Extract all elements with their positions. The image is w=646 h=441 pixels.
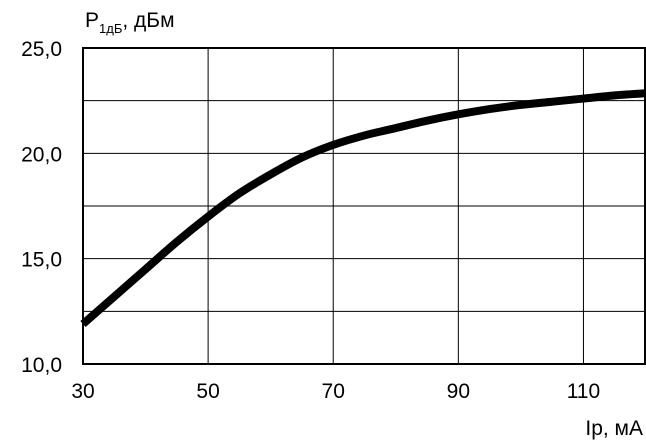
x-tick-label: 30 xyxy=(71,380,94,403)
y-tick-label: 10,0 xyxy=(21,354,62,377)
y-axis-label-subscript: 1дБ xyxy=(99,21,122,36)
x-tick-label: 90 xyxy=(447,380,470,403)
x-tick-labels: 30 50 70 90 110 xyxy=(71,380,600,403)
y-axis-label-unit: , дБм xyxy=(122,9,174,32)
x-tick-label: 50 xyxy=(196,380,219,403)
plot-frame xyxy=(82,47,646,365)
y-tick-label: 25,0 xyxy=(21,38,62,61)
y-axis-label-main: P xyxy=(85,9,99,32)
grid-lines xyxy=(82,48,646,364)
y-tick-label: 15,0 xyxy=(21,249,62,272)
x-axis-label: Iр, мА xyxy=(585,417,643,440)
x-tick-label: 110 xyxy=(567,380,600,403)
x-tick-label: 70 xyxy=(322,380,345,403)
y-axis-label: P1дБ, дБм xyxy=(85,9,175,36)
y-tick-labels: 10,0 15,0 20,0 25,0 xyxy=(21,38,62,377)
y-tick-label: 20,0 xyxy=(21,143,62,166)
series-line xyxy=(80,89,646,327)
